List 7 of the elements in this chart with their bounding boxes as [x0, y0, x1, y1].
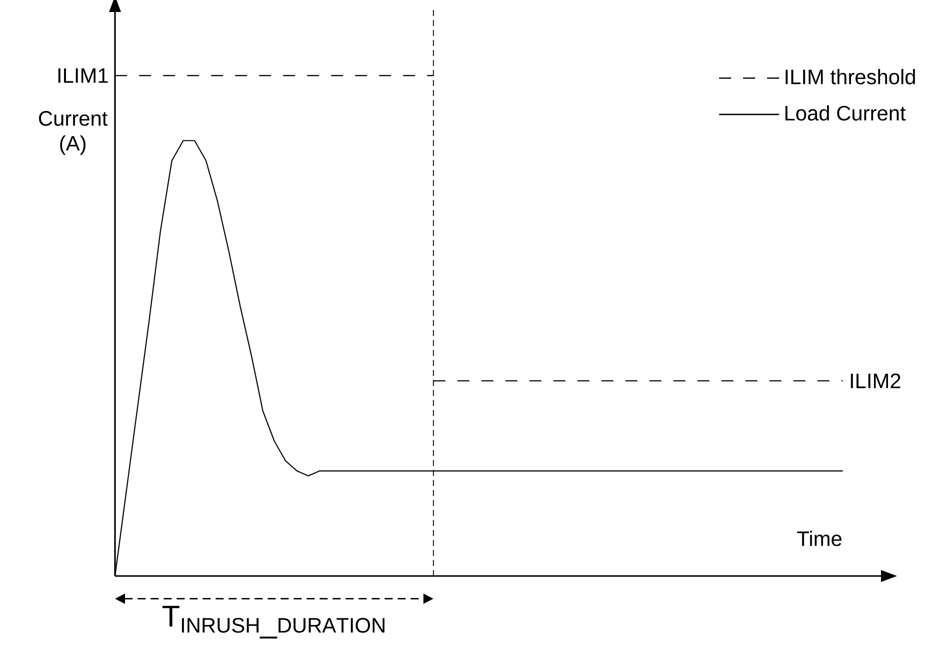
text: ILIM2: [850, 374, 900, 388]
y-axis-title: Current (A): [39, 111, 108, 155]
text: $\mathrm{T_{INRUSH\_DURATION}}$: [162, 606, 384, 638]
legend-label: ILIM threshold: [786, 68, 915, 84]
text: ILIM1: [58, 68, 108, 83]
x-axis-title: Time: [797, 530, 842, 546]
legend-label: Load Current: [785, 105, 906, 121]
